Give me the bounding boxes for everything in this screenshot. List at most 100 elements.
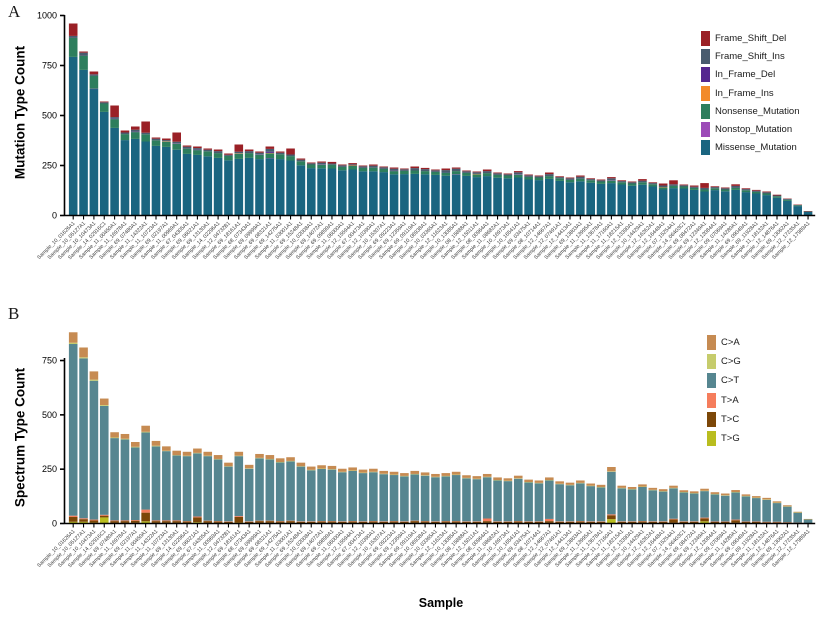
bar-segment xyxy=(462,171,471,173)
bar-segment xyxy=(182,153,192,216)
bar-segment xyxy=(627,486,637,489)
legend-swatch xyxy=(707,392,716,408)
bar-segment xyxy=(131,129,140,132)
bar-segment xyxy=(162,140,171,142)
bar-segment xyxy=(493,177,502,216)
bar-segment xyxy=(431,174,440,216)
bar-segment xyxy=(203,148,213,150)
bar-segment xyxy=(99,405,109,406)
bar-segment xyxy=(772,196,782,198)
bar-segment xyxy=(607,514,616,516)
bar-segment xyxy=(700,521,709,524)
bar-segment xyxy=(410,170,420,174)
bar-segment xyxy=(482,477,492,519)
bar-segment xyxy=(710,521,720,524)
bar-segment xyxy=(358,165,368,167)
bar-segment xyxy=(627,185,637,216)
bar-segment xyxy=(234,516,244,523)
bar-segment xyxy=(441,168,451,171)
legend-swatch xyxy=(701,122,710,138)
bar-segment xyxy=(772,194,782,196)
bar-segment xyxy=(772,197,782,216)
panel-a-bars xyxy=(68,23,813,216)
bar-segment xyxy=(369,468,378,472)
bar-segment xyxy=(462,475,471,478)
bar-segment xyxy=(389,168,399,171)
bar-segment xyxy=(451,471,461,475)
bar-segment xyxy=(162,451,171,521)
bar-segment xyxy=(172,143,181,150)
bar-segment xyxy=(162,521,171,523)
axes xyxy=(60,358,816,525)
bar-segment xyxy=(762,195,771,216)
y-tick-label: 0 xyxy=(52,519,57,529)
bar-segment xyxy=(182,148,192,154)
bar-segment xyxy=(89,88,99,216)
bar-segment xyxy=(141,132,150,135)
bar-segment xyxy=(400,476,409,522)
bar-segment xyxy=(265,146,275,149)
bar-segment xyxy=(389,174,399,216)
bar-segment xyxy=(131,447,140,521)
bar-segment xyxy=(131,126,140,130)
bar-segment xyxy=(151,138,161,141)
bar-segment xyxy=(565,177,575,179)
bar-segment xyxy=(182,521,192,523)
bar-segment xyxy=(679,184,689,186)
bar-segment xyxy=(420,174,430,216)
bar-segment xyxy=(420,167,430,170)
legend-swatch xyxy=(701,48,710,64)
bar-segment xyxy=(151,137,161,139)
legend-swatch xyxy=(707,335,716,351)
legend-label: T>G xyxy=(721,433,740,445)
bar-segment xyxy=(503,174,513,176)
bar-segment xyxy=(586,182,595,216)
bar-segment xyxy=(68,344,78,516)
bar-segment xyxy=(731,520,740,523)
bar-segment xyxy=(555,521,564,524)
bar-segment xyxy=(255,159,264,216)
bar-segment xyxy=(182,451,192,456)
bar-segment xyxy=(772,503,782,522)
bar-segment xyxy=(224,521,233,524)
bar-segment xyxy=(338,164,347,166)
bar-segment xyxy=(731,492,740,520)
legend-label: Nonstop_Mutation xyxy=(715,124,793,136)
bar-segment xyxy=(700,183,709,188)
bar-segment xyxy=(482,169,492,172)
bar-segment xyxy=(244,149,254,152)
bar-segment xyxy=(369,171,378,216)
bar-segment xyxy=(327,163,337,165)
bar-segment xyxy=(369,164,378,166)
bar-segment xyxy=(400,168,409,170)
bar-segment xyxy=(576,483,585,522)
bar-segment xyxy=(524,521,533,524)
bar-segment xyxy=(286,457,295,461)
bar-segment xyxy=(141,141,150,216)
bar-segment xyxy=(141,121,150,133)
bar-segment xyxy=(534,175,544,177)
bar-segment xyxy=(306,521,316,524)
y-tick-label: 750 xyxy=(42,61,57,71)
bar-segment xyxy=(110,127,119,216)
bar-segment xyxy=(120,130,130,133)
bar-segment xyxy=(720,521,730,524)
bar-segment xyxy=(131,446,140,448)
bar-segment xyxy=(576,178,585,182)
bar-segment xyxy=(607,519,616,524)
bar-segment xyxy=(420,169,430,172)
bar-segment xyxy=(141,521,150,524)
bar-segment xyxy=(720,495,730,522)
bar-segment xyxy=(472,172,482,174)
bar-segment xyxy=(203,151,213,157)
bar-segment xyxy=(741,496,751,522)
bar-segment xyxy=(255,521,264,523)
bar-segment xyxy=(627,489,637,522)
bar-segment xyxy=(545,174,554,177)
bar-segment xyxy=(451,521,461,523)
bar-segment xyxy=(317,468,326,522)
bar-segment xyxy=(420,475,430,522)
legend-swatch xyxy=(707,354,716,370)
legend-item: T>C xyxy=(707,410,741,429)
bar-segment xyxy=(306,466,316,470)
